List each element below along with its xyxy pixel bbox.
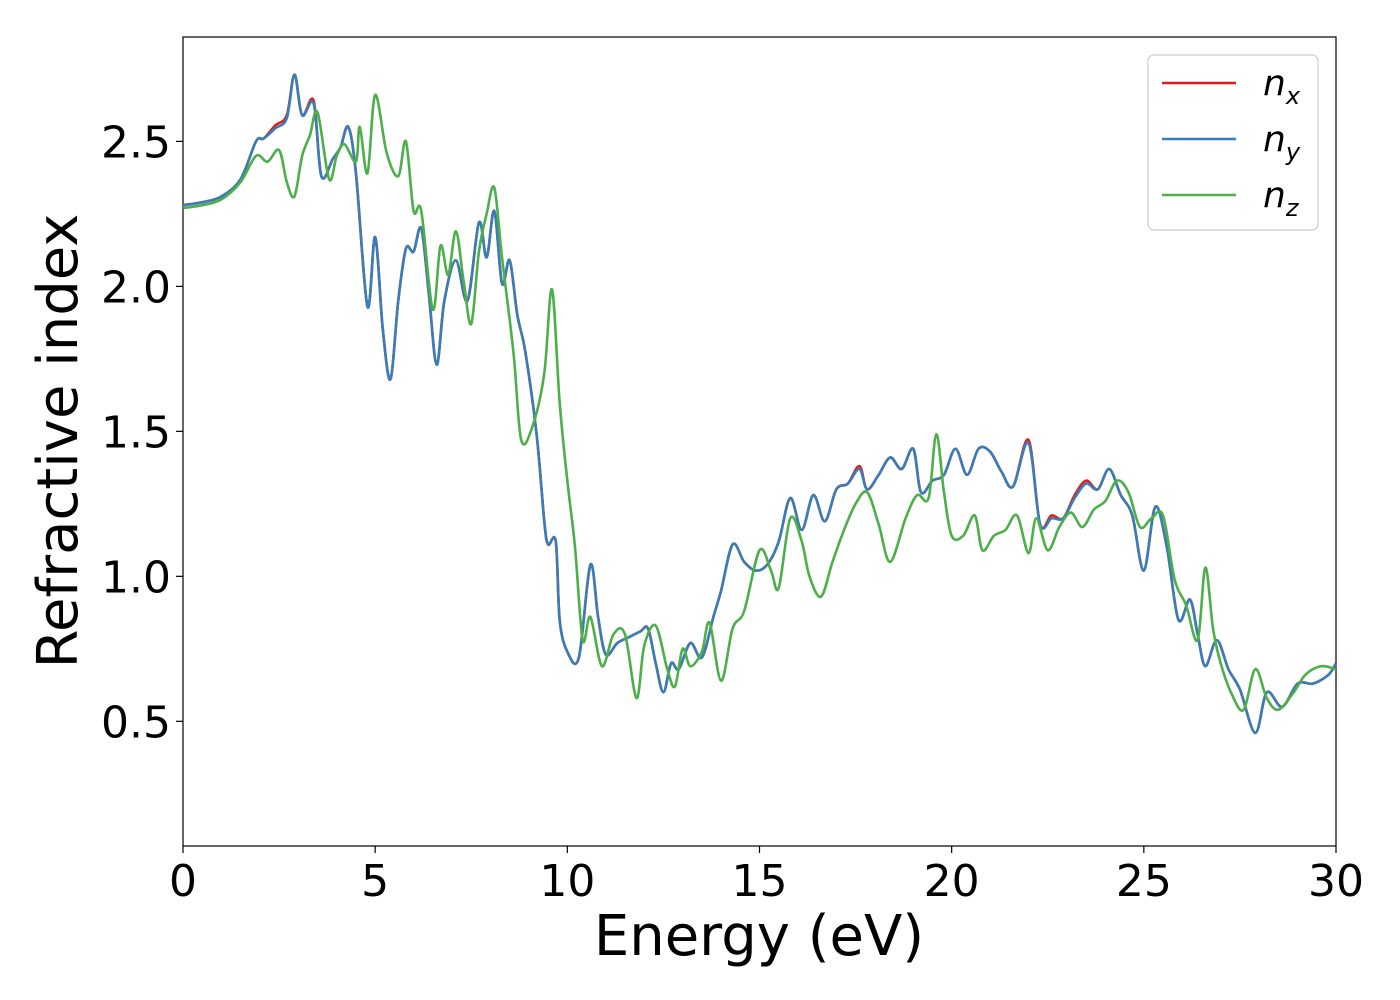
legend-label-y: ny: [1263, 119, 1301, 166]
legend-label-z: nz: [1263, 175, 1300, 222]
y-tick-label: 2.0: [101, 262, 171, 313]
x-ticks: 0 5 10 15 20 25 30: [169, 846, 1364, 907]
y-tick-label: 2.5: [101, 117, 171, 168]
y-ticks: 0.5 1.0 1.5 2.0 2.5: [101, 117, 183, 748]
y-axis-label: Refractive index: [26, 214, 91, 669]
legend-label-x: nx: [1263, 63, 1301, 110]
legend-items: nx ny nz: [1162, 63, 1301, 222]
x-tick-label: 20: [924, 856, 980, 907]
legend: nx ny nz: [1147, 54, 1319, 231]
x-tick-label: 15: [732, 856, 788, 907]
x-tick-label: 25: [1116, 856, 1172, 907]
series-line-n-z: [182, 93, 1337, 712]
series-line-n-y: [182, 73, 1338, 735]
x-axis-label: Energy (eV): [594, 904, 924, 969]
x-tick-label: 30: [1308, 856, 1364, 907]
x-tick-label: 10: [539, 856, 595, 907]
y-tick-label: 0.5: [101, 697, 171, 748]
y-tick-label: 1.0: [101, 552, 171, 603]
series-layer: [182, 73, 1338, 735]
legend-box: [1147, 54, 1319, 231]
x-tick-label: 5: [361, 856, 389, 907]
x-tick-label: 0: [169, 856, 197, 907]
y-tick-label: 1.5: [101, 407, 171, 458]
